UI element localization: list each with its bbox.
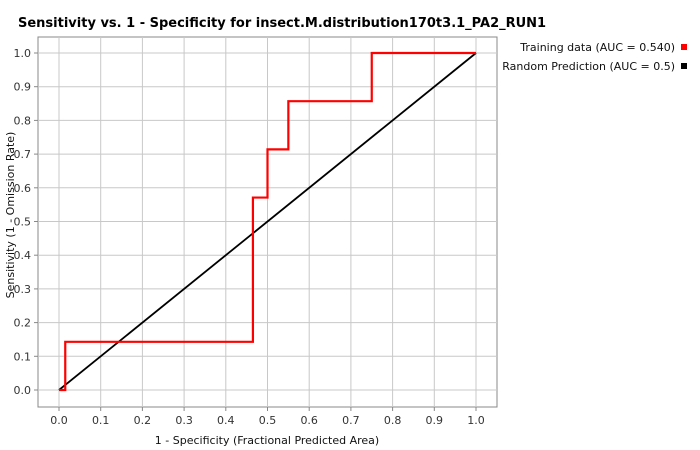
x-tick-label: 0.8 xyxy=(384,414,402,427)
legend-label: Random Prediction (AUC = 0.5) xyxy=(502,60,675,73)
legend-label: Training data (AUC = 0.540) xyxy=(519,41,675,54)
x-tick-label: 0.5 xyxy=(259,414,277,427)
chart-title: Sensitivity vs. 1 - Specificity for inse… xyxy=(18,16,546,31)
x-tick-label: 0.6 xyxy=(300,414,318,427)
legend-swatch xyxy=(681,63,687,69)
x-tick-label: 0.4 xyxy=(217,414,235,427)
y-tick-label: 0.5 xyxy=(14,216,32,229)
x-tick-label: 0.9 xyxy=(426,414,444,427)
y-tick-label: 1.0 xyxy=(14,47,32,60)
y-tick-label: 0.8 xyxy=(14,114,32,127)
y-tick-label: 0.9 xyxy=(14,81,32,94)
x-tick-label: 1.0 xyxy=(467,414,485,427)
y-tick-label: 0.0 xyxy=(14,384,32,397)
series-line-training-data xyxy=(59,51,476,392)
x-tick-label: 0.0 xyxy=(50,414,68,427)
x-tick-label: 0.2 xyxy=(134,414,152,427)
x-ticks: 0.0 0.1 0.2 0.3 0.4 0.5 0.6 0.7 0.8 0.9 1.0 xyxy=(50,407,485,427)
y-tick-label: 0.6 xyxy=(14,182,32,195)
y-tick-label: 0.3 xyxy=(14,283,32,296)
x-axis-label: 1 - Specificity (Fractional Predicted Ar… xyxy=(155,434,379,447)
grid xyxy=(38,37,497,407)
y-tick-label: 0.4 xyxy=(14,249,32,262)
y-tick-label: 0.2 xyxy=(14,317,32,330)
y-ticks: 0.0 0.1 0.2 0.3 0.4 0.5 0.6 0.7 0.8 0.9 1.0 xyxy=(14,47,38,397)
y-axis-label: Sensitivity (1 - Omission Rate) xyxy=(4,132,17,299)
x-tick-label: 0.1 xyxy=(92,414,110,427)
plot-area xyxy=(37,36,498,408)
series-line-random-prediction xyxy=(58,52,477,391)
series-layer xyxy=(58,51,477,392)
y-tick-label: 0.7 xyxy=(14,148,32,161)
x-tick-label: 0.3 xyxy=(175,414,193,427)
legend-swatch xyxy=(681,44,687,50)
x-tick-label: 0.7 xyxy=(342,414,360,427)
legend: Training data (AUC = 0.540) Random Predic… xyxy=(502,41,687,73)
y-tick-label: 0.1 xyxy=(14,350,32,363)
